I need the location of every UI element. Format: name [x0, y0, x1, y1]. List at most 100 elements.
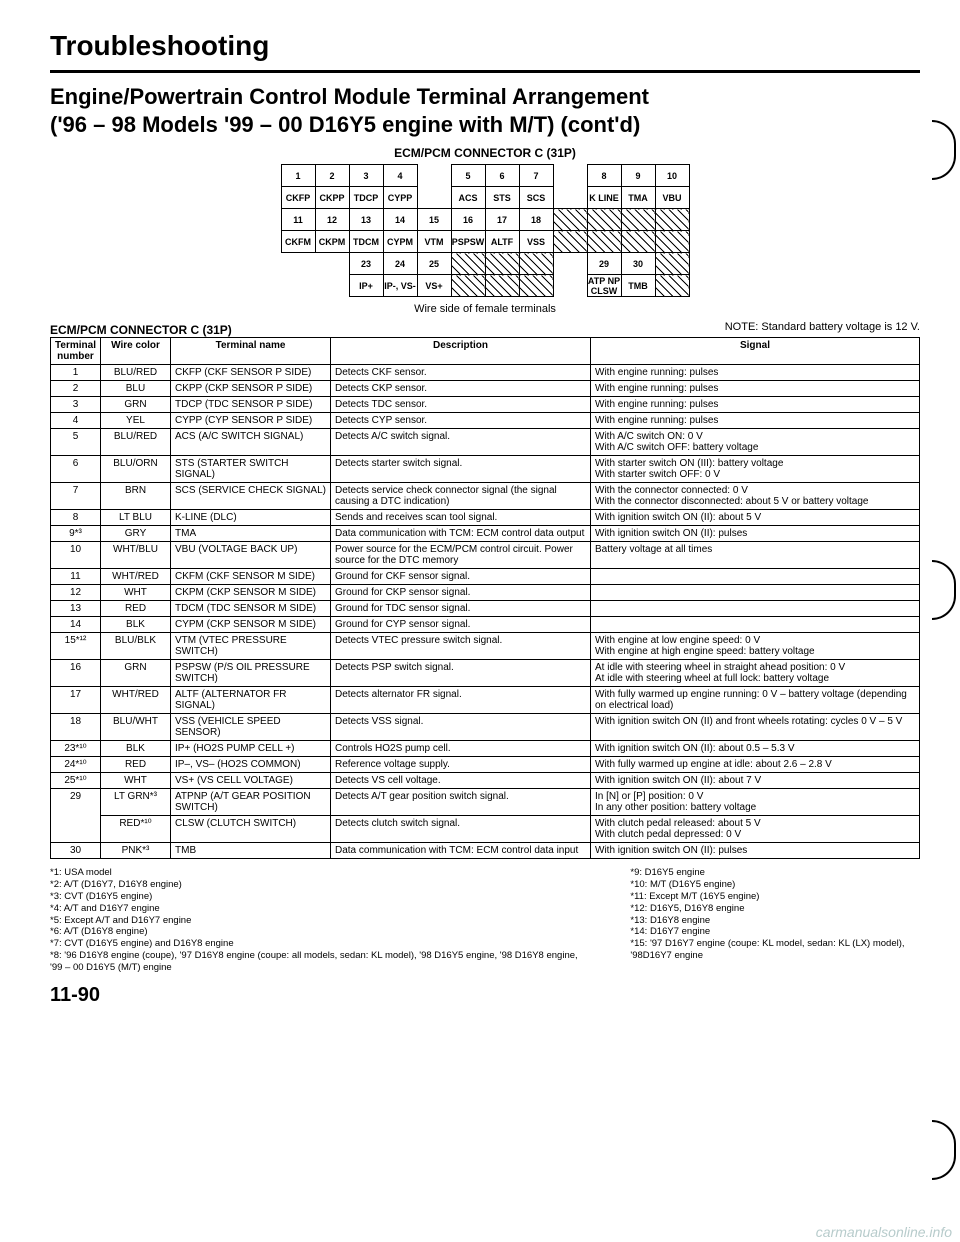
page-title: Troubleshooting [50, 30, 920, 62]
table-header: Terminal name [171, 338, 331, 365]
description: Ground for CKF sensor signal. [331, 569, 591, 585]
connector-cell: 5 [451, 165, 485, 187]
connector-cell [587, 231, 621, 253]
wire-color: YEL [101, 413, 171, 429]
signal: With fully warmed up engine running: 0 V… [591, 687, 920, 714]
table-row: 23*¹⁰BLKIP+ (HO2S PUMP CELL +)Controls H… [51, 741, 920, 757]
footnote-item: *15: '97 D16Y7 engine (coupe: KL model, … [630, 938, 920, 962]
description: Detects TDC sensor. [331, 397, 591, 413]
connector-cell: ACS [451, 187, 485, 209]
connector-diagram: 12345678910CKFPCKPPTDCPCYPPACSSTSSCSK LI… [281, 164, 690, 297]
table-row: 14BLKCYPM (CKP SENSOR M SIDE)Ground for … [51, 617, 920, 633]
wire-color: BLU/WHT [101, 714, 171, 741]
connector-cell [553, 187, 587, 209]
table-row: 11WHT/REDCKFM (CKF SENSOR M SIDE)Ground … [51, 569, 920, 585]
connector-label: ECM/PCM CONNECTOR C (31P) [50, 146, 920, 160]
wire-color: WHT/BLU [101, 542, 171, 569]
terminal-number: 11 [51, 569, 101, 585]
connector-cell [519, 275, 553, 297]
footnotes: *1: USA model*2: A/T (D16Y7, D16Y8 engin… [50, 867, 920, 974]
terminal-name: TDCP (TDC SENSOR P SIDE) [171, 397, 331, 413]
connector-cell [621, 209, 655, 231]
table-row: 10WHT/BLUVBU (VOLTAGE BACK UP)Power sour… [51, 542, 920, 569]
description: Ground for TDC sensor signal. [331, 601, 591, 617]
table-row: 3GRNTDCP (TDC SENSOR P SIDE)Detects TDC … [51, 397, 920, 413]
terminal-name: SCS (SERVICE CHECK SIGNAL) [171, 483, 331, 510]
connector-cell [655, 275, 689, 297]
connector-cell: 16 [451, 209, 485, 231]
wire-color: LT GRN*³ [101, 789, 171, 816]
wire-color: WHT [101, 585, 171, 601]
signal: With ignition switch ON (II): pulses [591, 843, 920, 859]
footnote-item: *5: Except A/T and D16Y7 engine [50, 915, 590, 927]
terminal-name: ACS (A/C SWITCH SIGNAL) [171, 429, 331, 456]
connector-cell: ALTF [485, 231, 519, 253]
connector-cell [519, 253, 553, 275]
wire-color: RED [101, 601, 171, 617]
description: Detects VSS signal. [331, 714, 591, 741]
description: Data communication with TCM: ECM control… [331, 526, 591, 542]
connector-cell: TDCP [349, 187, 383, 209]
terminal-name: CYPM (CKP SENSOR M SIDE) [171, 617, 331, 633]
description: Detects service check connector signal (… [331, 483, 591, 510]
wire-color: BLU/RED [101, 365, 171, 381]
table-row: 4YELCYPP (CYP SENSOR P SIDE)Detects CYP … [51, 413, 920, 429]
footnote-item: *2: A/T (D16Y7, D16Y8 engine) [50, 879, 590, 891]
signal: With engine at low engine speed: 0 V Wit… [591, 633, 920, 660]
terminal-number: 2 [51, 381, 101, 397]
footnote-item: *6: A/T (D16Y8 engine) [50, 926, 590, 938]
terminal-number: 1 [51, 365, 101, 381]
connector-cell: VS+ [417, 275, 451, 297]
connector-cell: 17 [485, 209, 519, 231]
terminal-name: VBU (VOLTAGE BACK UP) [171, 542, 331, 569]
wire-color: RED [101, 757, 171, 773]
wire-color: LT BLU [101, 510, 171, 526]
footnote-item: *14: D16Y7 engine [630, 926, 920, 938]
wire-color: BLU [101, 381, 171, 397]
footnote-item: *13: D16Y8 engine [630, 915, 920, 927]
signal: With A/C switch ON: 0 V With A/C switch … [591, 429, 920, 456]
terminal-number: 17 [51, 687, 101, 714]
wire-color: BLU/ORN [101, 456, 171, 483]
footnote-item: *1: USA model [50, 867, 590, 879]
wire-color: WHT/RED [101, 687, 171, 714]
table-row: 12WHTCKPM (CKP SENSOR M SIDE)Ground for … [51, 585, 920, 601]
connector-cell [315, 253, 349, 275]
signal: With ignition switch ON (II): about 7 V [591, 773, 920, 789]
table-row: 18BLU/WHTVSS (VEHICLE SPEED SENSOR)Detec… [51, 714, 920, 741]
description: Detects A/T gear position switch signal. [331, 789, 591, 816]
connector-cell: 12 [315, 209, 349, 231]
wire-color: BLK [101, 741, 171, 757]
connector-cell [451, 275, 485, 297]
footnote-item: *8: '96 D16Y8 engine (coupe), '97 D16Y8 … [50, 950, 590, 974]
connector-cell [553, 253, 587, 275]
connector-cell [621, 231, 655, 253]
terminal-name: VS+ (VS CELL VOLTAGE) [171, 773, 331, 789]
table-row: 17WHT/REDALTF (ALTERNATOR FR SIGNAL)Dete… [51, 687, 920, 714]
description: Ground for CKP sensor signal. [331, 585, 591, 601]
connector-cell: TMA [621, 187, 655, 209]
wire-color: RED*¹⁰ [101, 816, 171, 843]
wire-color: GRN [101, 397, 171, 413]
terminal-number: 7 [51, 483, 101, 510]
connector-cell: 11 [281, 209, 315, 231]
table-row: 7BRNSCS (SERVICE CHECK SIGNAL)Detects se… [51, 483, 920, 510]
page-number: 11-90 [50, 984, 920, 1007]
description: Detects VTEC pressure switch signal. [331, 633, 591, 660]
table-row: 1BLU/REDCKFP (CKF SENSOR P SIDE)Detects … [51, 365, 920, 381]
description: Sends and receives scan tool signal. [331, 510, 591, 526]
terminal-name: IP–, VS– (HO2S COMMON) [171, 757, 331, 773]
wire-color: BLK [101, 617, 171, 633]
signal: With engine running: pulses [591, 397, 920, 413]
terminal-name: CKFP (CKF SENSOR P SIDE) [171, 365, 331, 381]
connector-cell: SCS [519, 187, 553, 209]
terminal-name: CYPP (CYP SENSOR P SIDE) [171, 413, 331, 429]
wire-color: BLU/RED [101, 429, 171, 456]
connector-cell [655, 253, 689, 275]
connector-cell: 8 [587, 165, 621, 187]
wire-color: BLU/BLK [101, 633, 171, 660]
terminal-number: 24*¹⁰ [51, 757, 101, 773]
connector-cell: 2 [315, 165, 349, 187]
signal: In [N] or [P] position: 0 V In any other… [591, 789, 920, 816]
terminal-number: 6 [51, 456, 101, 483]
